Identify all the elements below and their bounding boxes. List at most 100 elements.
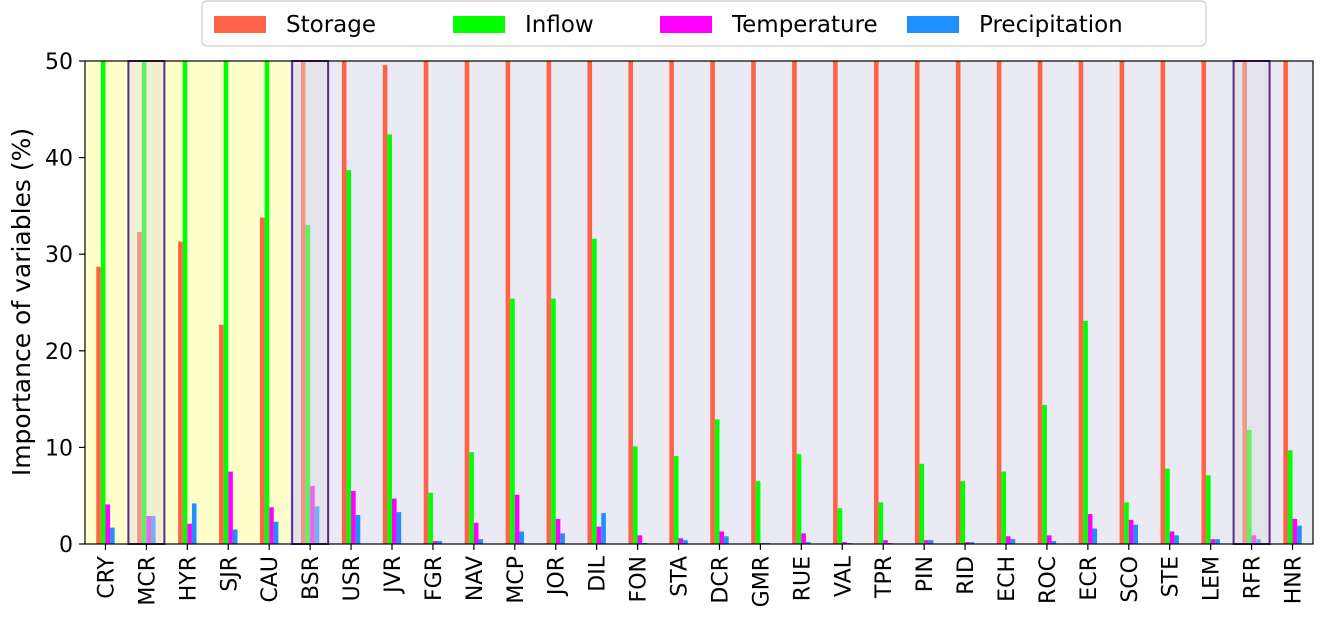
- bar-temperature-rue: [801, 533, 806, 544]
- bar-temperature-ech: [1006, 536, 1011, 544]
- bar-temperature-ecr: [1087, 514, 1093, 544]
- bar-temperature-mcr: [146, 515, 151, 544]
- bar-storage-cau: [260, 217, 265, 545]
- axes-border: [84, 60, 1314, 545]
- x-tick-label-jvr: JVR: [381, 556, 406, 595]
- bar-storage-val: [833, 61, 838, 544]
- legend-swatch-temperature: [660, 16, 712, 33]
- bar-temperature-dcr: [719, 531, 725, 544]
- bar-precipitation-mcp: [519, 531, 524, 544]
- bar-precipitation-rid: [969, 542, 975, 544]
- x-tick-label-cau: CAU: [258, 556, 283, 603]
- bar-temperature-pin: [924, 540, 929, 544]
- bar-inflow-ech: [1001, 471, 1006, 544]
- bar-storage-ecr: [1078, 61, 1084, 544]
- bar-precipitation-mcr: [151, 515, 156, 544]
- x-tick-label-ech: ECH: [995, 556, 1020, 602]
- bar-inflow-rfr: [1247, 430, 1252, 544]
- bar-precipitation-rue: [805, 542, 811, 544]
- bar-temperature-rid: [965, 542, 970, 544]
- bar-temperature-val: [842, 542, 847, 544]
- bar-precipitation-fgr: [437, 541, 443, 544]
- bar-precipitation-ecr: [1092, 528, 1098, 544]
- x-tick-label-dil: DIL: [586, 555, 611, 591]
- bar-storage-gmr: [751, 61, 756, 544]
- bar-temperature-bsr: [310, 486, 315, 544]
- y-tick-label: 20: [45, 340, 73, 365]
- bar-temperature-sco: [1128, 519, 1134, 544]
- axes-frame: [84, 60, 1314, 545]
- x-tick-label-hnr: HNR: [1282, 556, 1307, 604]
- bar-storage-dcr: [710, 61, 715, 544]
- bar-storage-fon: [628, 61, 633, 544]
- bar-inflow-jor: [551, 298, 556, 544]
- bar-temperature-cry: [105, 504, 111, 544]
- bar-inflow-gmr: [755, 481, 761, 544]
- bar-inflow-sco: [1124, 502, 1129, 544]
- bar-inflow-rid: [960, 481, 966, 544]
- x-tick-label-lem: LEM: [1200, 556, 1225, 601]
- bar-temperature-roc: [1046, 535, 1052, 544]
- bar-precipitation-cry: [110, 527, 115, 544]
- x-tick-label-cry: CRY: [94, 555, 119, 598]
- legend-label-storage: Storage: [286, 12, 376, 38]
- bar-inflow-sta: [673, 456, 679, 544]
- bar-storage-ech: [996, 61, 1002, 544]
- bar-inflow-dcr: [714, 419, 720, 544]
- legend-label-inflow: Inflow: [525, 12, 594, 38]
- bar-temperature-jor: [555, 518, 561, 544]
- x-tick-label-bsr: BSR: [299, 556, 324, 600]
- bar-inflow-fgr: [428, 492, 433, 544]
- bar-inflow-pin: [919, 463, 925, 544]
- bar-storage-pin: [914, 61, 920, 544]
- bar-storage-tpr: [874, 61, 879, 544]
- bar-temperature-tpr: [883, 540, 888, 544]
- bar-precipitation-hnr: [1297, 525, 1302, 544]
- bar-inflow-lem: [1206, 475, 1211, 544]
- bar-storage-lem: [1201, 61, 1207, 544]
- x-tick-label-tpr: TPR: [872, 556, 897, 599]
- y-axis-title: Importance of variables (%): [7, 128, 36, 476]
- bar-precipitation-ech: [1010, 539, 1016, 544]
- x-tick-label-fgr: FGR: [422, 556, 447, 601]
- x-tick-label-sco: SCO: [1118, 556, 1143, 603]
- legend-swatch-inflow: [453, 16, 505, 33]
- bar-temperature-hnr: [1292, 518, 1298, 544]
- legend: Storage Inflow Temperature Precipitation: [201, 0, 1207, 47]
- bar-storage-sjr: [219, 324, 224, 544]
- x-tick-label-dcr: DCR: [708, 556, 733, 604]
- bar-temperature-rfr: [1251, 535, 1257, 544]
- bar-temperature-usr: [351, 490, 356, 544]
- x-tick-label-mcr: MCR: [135, 556, 160, 606]
- x-tick-label-fon: FON: [627, 556, 652, 602]
- legend-swatch-storage: [214, 16, 266, 33]
- x-tick-label-sta: STA: [668, 556, 693, 597]
- bar-temperature-nav: [473, 522, 479, 544]
- bar-temperature-sjr: [228, 471, 233, 544]
- x-tick-label-rue: RUE: [790, 556, 815, 601]
- highlight-region: [85, 61, 290, 544]
- x-tick-label-nav: NAV: [463, 556, 488, 601]
- plot-background: [85, 61, 1313, 544]
- bar-storage-sco: [1119, 61, 1125, 544]
- bar-storage-rfr: [1242, 61, 1247, 544]
- bar-inflow-cry: [100, 61, 106, 544]
- bar-storage-hnr: [1283, 61, 1288, 544]
- bar-temperature-cau: [269, 507, 274, 544]
- x-tick-label-hyr: HYR: [176, 556, 201, 601]
- bar-temperature-jvr: [392, 498, 397, 544]
- bar-precipitation-usr: [355, 515, 361, 544]
- bar-storage-rid: [955, 61, 961, 544]
- x-axis: CRY MCR HYR SJR CAU BSR USR JVR FGR NAV MCP JOR DIL F…: [94, 544, 1307, 607]
- bar-inflow-usr: [346, 170, 352, 544]
- bar-precipitation-roc: [1051, 541, 1057, 544]
- x-tick-label-mcp: MCP: [504, 556, 529, 604]
- bar-temperature-fgr: [432, 541, 438, 544]
- bar-precipitation-sjr: [232, 529, 238, 544]
- y-tick-label: 40: [45, 147, 73, 172]
- bar-precipitation-bsr: [314, 506, 320, 544]
- legend-label-precipitation: Precipitation: [979, 12, 1123, 38]
- x-tick-label-usr: USR: [340, 556, 365, 601]
- highlight-boxes: [127, 60, 1271, 545]
- bar-inflow-dil: [592, 238, 597, 545]
